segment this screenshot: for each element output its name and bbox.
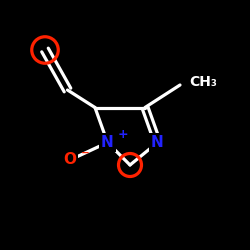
Text: N: N [101, 135, 114, 150]
Text: CH₃: CH₃ [189, 76, 216, 90]
Text: +: + [117, 128, 128, 141]
Text: N: N [151, 135, 164, 150]
Text: O: O [64, 152, 76, 168]
Text: ⁻: ⁻ [82, 146, 90, 164]
